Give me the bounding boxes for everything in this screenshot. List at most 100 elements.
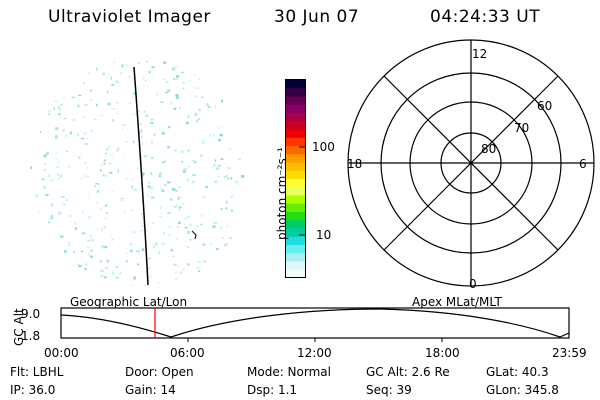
polar-plot — [347, 39, 595, 287]
speckle — [124, 210, 126, 213]
speckle — [55, 138, 58, 141]
speckle — [108, 162, 112, 165]
colorbar-step — [286, 269, 305, 279]
speckle — [113, 61, 116, 63]
orbit-y-tick-max: 9.0 — [21, 307, 41, 321]
speckle — [140, 229, 145, 232]
speckle — [105, 267, 108, 269]
speckle — [55, 127, 59, 130]
speckle — [164, 91, 169, 94]
speckle — [215, 105, 217, 109]
speckle — [66, 150, 68, 152]
speckle — [203, 195, 206, 199]
speckle — [150, 275, 152, 278]
colorbar — [285, 79, 306, 279]
speckle — [220, 158, 224, 161]
speckle — [191, 181, 195, 184]
speckle — [78, 264, 82, 268]
speckle — [108, 74, 110, 76]
speckle — [85, 263, 88, 266]
speckle — [176, 204, 178, 208]
speckle — [151, 156, 153, 160]
speckle — [117, 149, 119, 151]
speckle — [133, 92, 137, 96]
speckle — [186, 245, 188, 247]
speckle — [150, 118, 154, 121]
speckle — [187, 149, 190, 152]
speckle — [80, 137, 85, 140]
speckle — [170, 248, 173, 252]
speckle — [132, 270, 134, 272]
colorbar-step — [286, 113, 305, 122]
speckle — [240, 175, 245, 178]
speckle — [46, 152, 49, 155]
speckle — [159, 216, 162, 218]
speckle — [215, 167, 220, 170]
speckle — [78, 94, 82, 96]
speckle — [89, 234, 92, 238]
status-dsp: Dsp: 1.1 — [247, 383, 298, 397]
speckle — [205, 185, 208, 189]
speckle — [155, 92, 158, 96]
speckle — [180, 150, 184, 153]
speckle — [188, 238, 193, 241]
speckle — [143, 111, 145, 113]
speckle — [138, 252, 140, 255]
orbit-x-tick-1200: 12:00 — [297, 346, 332, 360]
status-glat: GLat: 40.3 — [486, 365, 549, 379]
speckle — [87, 72, 90, 75]
speckle — [113, 108, 115, 110]
speckle — [200, 215, 203, 217]
speckle — [65, 199, 68, 201]
speckle — [213, 221, 217, 224]
speckle — [132, 113, 134, 115]
speckle — [178, 208, 180, 211]
speckle — [191, 251, 193, 253]
orbit-title-left: Geographic Lat/Lon — [70, 295, 188, 309]
speckle — [150, 271, 153, 273]
speckle — [201, 142, 205, 144]
orbit-x-tick-0000: 00:00 — [44, 346, 79, 360]
speckle — [106, 259, 109, 263]
speckle — [107, 102, 111, 106]
speckle — [89, 99, 93, 102]
speckle — [168, 225, 171, 228]
speckle — [151, 66, 155, 69]
speckle — [164, 242, 166, 245]
status-ip: IP: 36.0 — [10, 383, 56, 397]
speckle — [141, 248, 145, 251]
speckle — [212, 225, 216, 229]
speckle — [67, 242, 70, 244]
colorbar-step — [286, 245, 305, 254]
speckle — [103, 226, 106, 229]
speckle — [162, 78, 166, 80]
colorbar-step — [286, 228, 305, 238]
colorbar-step — [286, 96, 305, 106]
speckle — [106, 212, 108, 214]
speckle — [151, 187, 153, 190]
speckle — [129, 243, 133, 246]
speckle — [227, 167, 231, 170]
lat-label-70: 70 — [514, 121, 530, 135]
speckle — [117, 81, 119, 84]
speckle — [141, 213, 143, 215]
speckle — [90, 130, 92, 132]
speckle — [167, 181, 171, 184]
colorbar-step — [286, 104, 305, 114]
speckle — [88, 195, 90, 199]
speckle — [54, 135, 58, 139]
speckle — [172, 67, 175, 71]
speckle — [160, 101, 163, 103]
speckle — [173, 263, 177, 266]
speckle — [172, 255, 174, 257]
orbit-plot — [60, 307, 570, 342]
speckle — [39, 130, 42, 133]
speckle — [112, 190, 114, 193]
speckle — [115, 80, 118, 83]
speckle — [140, 129, 143, 132]
speckle — [47, 221, 51, 224]
speckle — [128, 76, 131, 78]
speckle — [131, 185, 133, 189]
orbit-x-tick-0600: 06:00 — [170, 346, 205, 360]
speckle — [133, 140, 135, 144]
